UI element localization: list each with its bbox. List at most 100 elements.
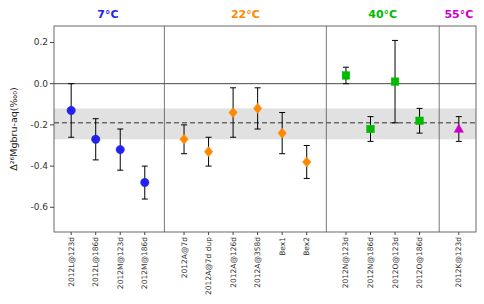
reference-line xyxy=(54,122,476,123)
x-tick-label: 2012M@186d xyxy=(140,237,149,289)
y-tick-label: -0.2 xyxy=(30,120,48,130)
error-bar-cap xyxy=(206,137,212,138)
x-tick xyxy=(458,232,459,235)
error-bar-cap xyxy=(93,118,99,119)
series xyxy=(67,84,149,199)
x-tick xyxy=(120,232,121,235)
error-bar-cap xyxy=(181,124,187,125)
y-tick xyxy=(50,83,54,84)
y-tick xyxy=(50,207,54,208)
error-bar-cap xyxy=(417,133,423,134)
x-tick-label: 2012N@186d xyxy=(366,237,375,289)
error-bar-cap xyxy=(142,166,148,167)
x-tick xyxy=(306,232,307,235)
error-bar-cap xyxy=(181,153,187,154)
error-bar-cap xyxy=(343,67,349,68)
point xyxy=(92,135,100,143)
group-label: 40°C xyxy=(368,8,397,21)
x-tick xyxy=(419,232,420,235)
error-bar-cap xyxy=(255,129,261,130)
x-tick-label: Bex2 xyxy=(302,237,311,256)
point xyxy=(454,124,463,132)
error-bar-cap xyxy=(417,108,423,109)
x-tick-label: 2012L@123d xyxy=(67,237,76,287)
x-tick xyxy=(208,232,209,235)
plot-area xyxy=(54,26,476,232)
point xyxy=(342,72,350,80)
error-bar-cap xyxy=(304,178,310,179)
group-separator xyxy=(326,26,327,232)
x-tick-label: 2012N@123d xyxy=(341,237,350,289)
error-bar-cap xyxy=(93,159,99,160)
y-tick xyxy=(50,42,54,43)
x-tick-label: 2012A@126d xyxy=(229,237,238,288)
error-bar-cap xyxy=(456,141,462,142)
y-tick-label: 0.2 xyxy=(34,37,48,47)
shaded-band xyxy=(54,108,476,139)
series xyxy=(180,88,311,179)
x-tick xyxy=(71,232,72,235)
reference-line xyxy=(54,83,476,84)
error-bar-cap xyxy=(68,137,74,138)
error-bar-cap xyxy=(142,199,148,200)
y-tick xyxy=(50,166,54,167)
error-bar-cap xyxy=(343,83,349,84)
point xyxy=(116,145,124,153)
x-tick-label: Bex1 xyxy=(278,237,287,256)
error-bar-cap xyxy=(392,122,398,123)
point xyxy=(367,125,375,133)
error-bar xyxy=(343,67,349,83)
x-tick xyxy=(184,232,185,235)
error-bar-cap xyxy=(304,145,310,146)
x-tick-label: 2012L@186d xyxy=(91,237,100,287)
series xyxy=(342,40,423,141)
x-tick-label: 2012O@123d xyxy=(391,237,400,289)
group-separator xyxy=(164,26,165,232)
point xyxy=(229,107,237,117)
error-bar-cap xyxy=(206,166,212,167)
x-tick-label: 2012A@7d dup xyxy=(204,237,213,295)
error-bar-cap xyxy=(255,87,261,88)
y-axis-label: Δ²⁶Mgbru-aq(‰₀) xyxy=(8,87,19,171)
error-bar xyxy=(368,117,374,142)
series xyxy=(454,117,463,142)
x-tick xyxy=(257,232,258,235)
error-bar-cap xyxy=(368,116,374,117)
error-bar-cap xyxy=(117,129,123,130)
group-label: 22°C xyxy=(231,8,260,21)
error-bar-cap xyxy=(68,83,74,84)
error-bar-cap xyxy=(392,40,398,41)
group-label: 55°C xyxy=(444,8,473,21)
x-tick-label: 2012O@186d xyxy=(415,237,424,289)
error-bar-cap xyxy=(279,153,285,154)
x-tick-label: 2012K@123d xyxy=(454,237,463,288)
point xyxy=(253,103,261,113)
group-separator xyxy=(439,26,440,232)
y-tick-label: 0.0 xyxy=(34,79,49,89)
x-tick xyxy=(95,232,96,235)
x-tick xyxy=(233,232,234,235)
error-bar-cap xyxy=(368,141,374,142)
error-bar-cap xyxy=(456,116,462,117)
x-tick-label: 2012M@123d xyxy=(116,237,125,289)
point xyxy=(204,147,212,157)
y-tick xyxy=(50,124,54,125)
x-tick xyxy=(345,232,346,235)
error-bar-cap xyxy=(117,170,123,171)
x-tick xyxy=(370,232,371,235)
chart: 7°C22°C40°C55°C-0.6-0.4-0.20.00.22012L@1… xyxy=(0,0,484,304)
point xyxy=(180,134,188,144)
point xyxy=(303,157,311,167)
x-tick xyxy=(282,232,283,235)
plot-frame xyxy=(54,26,476,232)
y-tick-label: -0.4 xyxy=(30,161,48,171)
group-label: 7°C xyxy=(97,8,118,21)
point xyxy=(278,128,286,138)
point xyxy=(416,117,424,125)
point xyxy=(391,78,399,86)
x-tick xyxy=(395,232,396,235)
error-bar xyxy=(417,108,423,133)
error-bar-cap xyxy=(279,112,285,113)
point xyxy=(67,106,75,114)
error-bar-cap xyxy=(230,137,236,138)
